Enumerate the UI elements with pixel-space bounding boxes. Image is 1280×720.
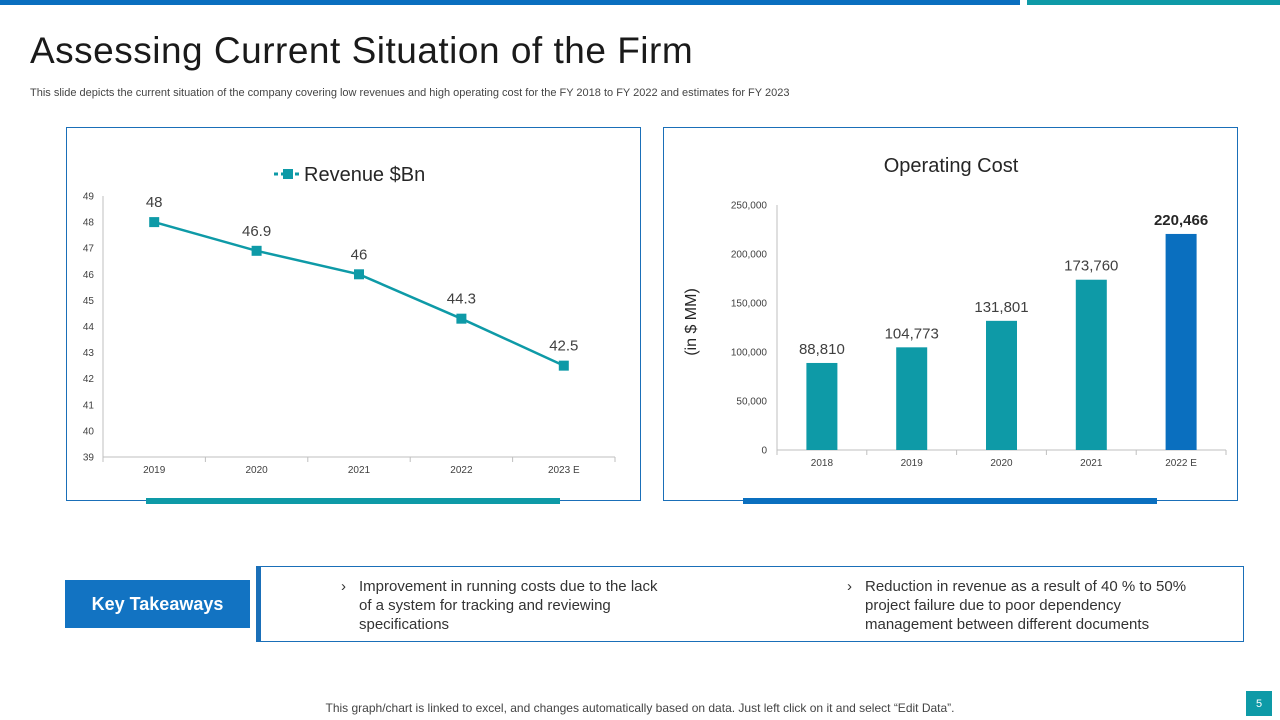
y-tick-label: 250,000 — [731, 201, 768, 212]
x-tick-label: 2018 — [811, 458, 834, 469]
data-point — [558, 360, 569, 371]
y-tick-label: 41 — [83, 400, 95, 411]
x-tick-label: 2021 — [348, 465, 371, 476]
top-accent-bar-blue — [0, 0, 1020, 5]
data-label: 173,760 — [1064, 258, 1118, 275]
y-axis-label: (in $ MM) — [683, 288, 700, 356]
chevron-right-icon: › — [847, 578, 852, 595]
data-label: 42.5 — [549, 338, 578, 355]
takeaway-item: › Reduction in revenue as a result of 40… — [847, 577, 1187, 634]
x-tick-label: 2022 — [450, 465, 473, 476]
footnote: This graph/chart is linked to excel, and… — [325, 701, 955, 715]
y-tick-label: 40 — [83, 426, 95, 437]
x-tick-label: 2023 E — [548, 465, 580, 476]
bar — [806, 362, 838, 450]
x-tick-label: 2022 E — [1165, 458, 1197, 469]
bar — [1165, 233, 1197, 450]
x-tick-label: 2019 — [901, 458, 924, 469]
x-tick-label: 2021 — [1080, 458, 1103, 469]
data-label: 88,810 — [799, 341, 845, 358]
y-tick-label: 45 — [83, 296, 95, 307]
key-takeaways-label: Key Takeaways — [65, 580, 250, 628]
x-tick-label: 2020 — [990, 458, 1013, 469]
operating-cost-chart-panel[interactable]: Operating Cost (in $ MM) 0 50,000 100,000 150… — [663, 127, 1238, 501]
y-tick-label: 43 — [83, 348, 95, 359]
operating-cost-panel-accent — [743, 498, 1157, 504]
x-tick-label: 2020 — [245, 465, 268, 476]
page-subtitle: This slide depicts the current situation… — [30, 87, 790, 99]
y-tick-label: 47 — [83, 244, 95, 255]
takeaway-text: Reduction in revenue as a result of 40 %… — [865, 578, 1187, 633]
top-accent-bar-teal — [1027, 0, 1280, 5]
page-number: 5 — [1246, 691, 1272, 716]
y-tick-label: 100,000 — [731, 348, 768, 359]
revenue-series-line — [153, 220, 565, 367]
data-point — [354, 269, 364, 280]
key-takeaways-box: › Improvement in running costs due to th… — [256, 566, 1244, 642]
y-tick-label: 200,000 — [731, 250, 768, 261]
legend-label: Revenue $Bn — [304, 164, 425, 186]
y-tick-label: 42 — [83, 374, 95, 385]
data-label: 220,466 — [1154, 212, 1208, 229]
revenue-line-chart[interactable]: Revenue $Bn 39 40 41 42 43 44 45 46 47 48 49 2019 202… — [67, 128, 640, 500]
y-tick-label: 39 — [83, 453, 95, 464]
y-tick-label: 48 — [83, 218, 95, 229]
y-tick-label: 46 — [83, 270, 95, 281]
bar — [1075, 279, 1107, 450]
chevron-right-icon: › — [341, 578, 346, 595]
legend: Revenue $Bn — [274, 164, 425, 186]
data-label: 46.9 — [242, 223, 271, 240]
data-point — [149, 217, 160, 228]
data-label: 44.3 — [447, 291, 476, 308]
x-tick-label: 2019 — [143, 465, 166, 476]
data-point — [456, 313, 467, 324]
y-tick-label: 50,000 — [736, 397, 767, 408]
data-label: 46 — [351, 246, 368, 263]
takeaway-text: Improvement in running costs due to the … — [359, 578, 658, 633]
y-tick-label: 49 — [83, 192, 95, 203]
bar — [896, 347, 928, 450]
data-label: 48 — [146, 194, 163, 211]
y-tick-label: 0 — [761, 446, 767, 457]
legend-marker — [283, 169, 293, 179]
operating-cost-bar-chart[interactable]: Operating Cost (in $ MM) 0 50,000 100,000 150… — [664, 128, 1237, 500]
revenue-panel-accent — [146, 498, 560, 504]
bar — [986, 320, 1017, 450]
y-tick-label: 44 — [83, 322, 95, 333]
data-label: 131,801 — [974, 299, 1028, 316]
data-point — [251, 245, 262, 256]
chart-title: Operating Cost — [884, 155, 1019, 177]
revenue-chart-panel[interactable]: Revenue $Bn 39 40 41 42 43 44 45 46 47 48 49 2019 202… — [66, 127, 641, 501]
y-tick-label: 150,000 — [731, 299, 768, 310]
page-title: Assessing Current Situation of the Firm — [30, 30, 694, 71]
takeaway-item: › Improvement in running costs due to th… — [341, 577, 661, 634]
data-label: 104,773 — [885, 325, 939, 342]
